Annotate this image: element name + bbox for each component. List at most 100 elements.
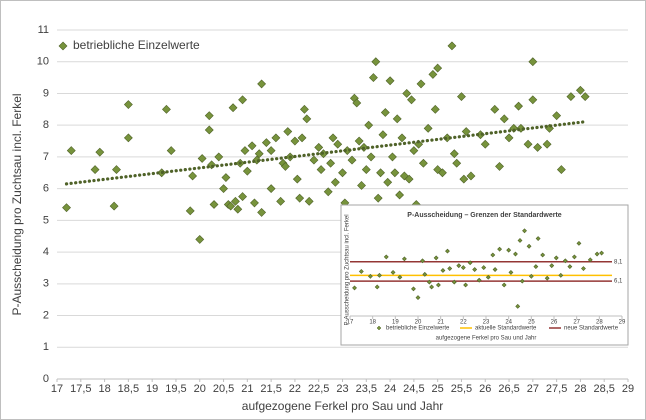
data-point — [461, 127, 471, 136]
data-point — [383, 254, 389, 260]
data-point — [466, 171, 476, 181]
x-tick-label: 26 — [551, 320, 558, 326]
legend-marker — [58, 41, 68, 51]
x-tick-label: 20 — [194, 383, 206, 395]
data-point — [123, 100, 133, 109]
data-point — [330, 177, 340, 187]
data-point — [333, 139, 343, 149]
data-point — [490, 252, 496, 258]
data-point — [373, 193, 383, 203]
x-tick-label: 24 — [384, 383, 396, 395]
data-point — [480, 139, 490, 149]
reference-label: 8,1 — [614, 259, 623, 265]
data-point — [528, 95, 538, 105]
data-point — [501, 282, 507, 288]
data-point — [567, 264, 573, 270]
y-tick-label: 5 — [43, 214, 49, 226]
data-point — [528, 57, 538, 67]
data-point — [485, 274, 491, 280]
data-point — [481, 265, 487, 271]
data-point — [467, 260, 473, 266]
data-point — [109, 201, 119, 211]
data-point — [209, 200, 219, 209]
x-tick-label: 24,5 — [403, 383, 424, 395]
data-point — [576, 240, 582, 246]
data-point — [385, 76, 395, 86]
data-point — [445, 248, 450, 254]
legend-label: betriebliche Einzelwerte — [73, 38, 200, 52]
data-point — [533, 142, 543, 152]
data-point — [238, 192, 247, 201]
data-point — [390, 269, 396, 275]
data-point — [566, 92, 576, 102]
data-point — [204, 125, 214, 135]
data-point — [309, 155, 319, 165]
data-point — [420, 258, 425, 264]
data-point — [266, 184, 276, 194]
data-point — [380, 108, 390, 117]
data-point — [409, 146, 419, 155]
data-point — [221, 173, 231, 182]
data-point — [166, 146, 176, 155]
data-point — [540, 252, 546, 258]
data-point — [571, 254, 577, 260]
data-point — [280, 162, 290, 171]
data-point — [271, 133, 281, 143]
data-point — [438, 168, 447, 178]
y-tick-label: 2 — [43, 309, 49, 321]
data-point — [231, 196, 240, 206]
data-point — [456, 263, 462, 269]
data-point — [495, 162, 504, 171]
y-axis-title: P-Ausscheidung pro Zuchtsau incl. Ferkel — [345, 214, 351, 325]
data-point — [549, 263, 555, 269]
data-point — [562, 258, 568, 264]
data-point — [352, 98, 362, 108]
x-tick-label: 23 — [483, 320, 490, 326]
data-point — [371, 57, 381, 67]
data-point — [238, 95, 247, 105]
data-point — [515, 303, 521, 309]
y-tick-label: 8 — [43, 119, 49, 131]
x-tick-label: 24 — [505, 320, 512, 326]
data-point — [544, 275, 550, 281]
data-point — [328, 133, 338, 143]
y-tick-label: 1 — [43, 341, 49, 353]
chart-title: P-Ausscheidung – Grenzen der Standardwer… — [407, 212, 562, 219]
x-tick-label: 23,5 — [356, 383, 377, 395]
data-point — [581, 266, 586, 271]
x-tick-label: 22 — [460, 320, 467, 326]
data-point — [457, 92, 466, 102]
data-point — [422, 271, 428, 277]
x-tick-label: 25,5 — [451, 383, 472, 395]
x-tick-label: 28,5 — [593, 383, 614, 395]
data-point — [195, 234, 205, 244]
data-point — [123, 133, 133, 143]
data-point — [304, 196, 314, 206]
x-axis-title: aufgezogene Ferkel pro Sau und Jahr — [436, 336, 537, 342]
data-point — [112, 165, 121, 175]
data-point — [300, 104, 309, 114]
data-point — [378, 130, 388, 140]
data-point — [240, 146, 250, 155]
data-point — [257, 208, 267, 217]
data-point — [447, 266, 453, 271]
data-point — [214, 152, 224, 162]
x-tick-label: 19 — [146, 383, 158, 395]
x-tick-label: 26 — [479, 383, 491, 395]
x-tick-label: 29 — [622, 383, 634, 395]
data-point — [261, 138, 271, 148]
data-point — [66, 146, 76, 155]
data-point — [383, 177, 393, 187]
data-point — [197, 154, 207, 163]
data-point — [90, 165, 100, 175]
data-point — [575, 85, 585, 95]
data-point — [523, 139, 533, 149]
legend-label: aktuelle Standardwerte — [475, 326, 537, 332]
data-point — [204, 111, 214, 121]
x-tick-label: 20 — [415, 320, 422, 326]
x-tick-label: 29 — [619, 320, 626, 326]
data-point — [459, 174, 469, 184]
data-point — [476, 277, 482, 283]
data-point — [452, 158, 462, 168]
y-tick-label: 6 — [43, 183, 49, 195]
